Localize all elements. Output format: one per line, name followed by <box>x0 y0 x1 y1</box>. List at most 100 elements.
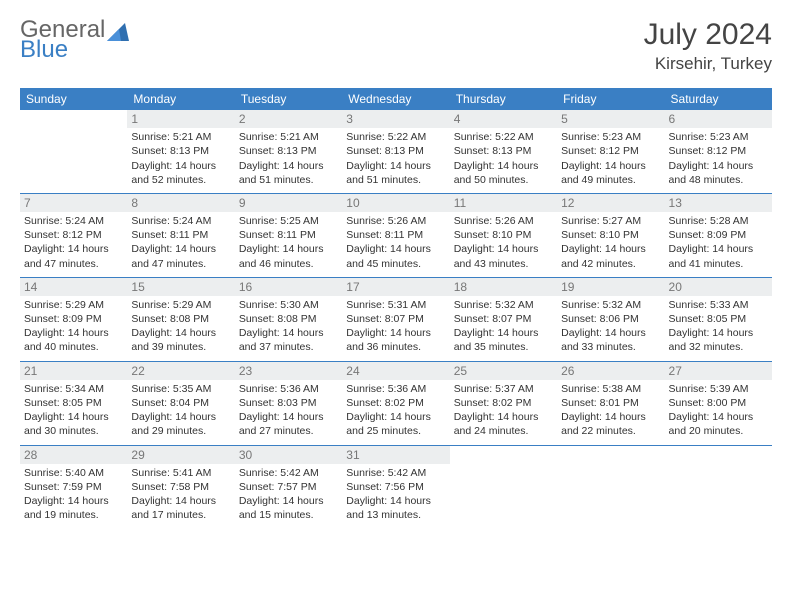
col-thursday: Thursday <box>450 88 557 110</box>
sunset-text: Sunset: 8:01 PM <box>561 396 660 410</box>
sunrise-text: Sunrise: 5:30 AM <box>239 298 338 312</box>
day-cell: 30Sunrise: 5:42 AMSunset: 7:57 PMDayligh… <box>235 445 342 528</box>
daylight2-text: and 35 minutes. <box>454 340 553 354</box>
sunrise-text: Sunrise: 5:29 AM <box>24 298 123 312</box>
daylight2-text: and 50 minutes. <box>454 173 553 187</box>
day-number: 20 <box>665 278 772 296</box>
sunrise-text: Sunrise: 5:40 AM <box>24 466 123 480</box>
sunset-text: Sunset: 8:07 PM <box>346 312 445 326</box>
sunset-text: Sunset: 8:12 PM <box>561 144 660 158</box>
logo-sail-icon <box>107 22 129 40</box>
sunset-text: Sunset: 8:10 PM <box>561 228 660 242</box>
daylight2-text: and 52 minutes. <box>131 173 230 187</box>
day-number: 29 <box>127 446 234 464</box>
day-cell: 27Sunrise: 5:39 AMSunset: 8:00 PMDayligh… <box>665 361 772 445</box>
daylight1-text: Daylight: 14 hours <box>561 326 660 340</box>
daylight1-text: Daylight: 14 hours <box>346 494 445 508</box>
col-monday: Monday <box>127 88 234 110</box>
sunrise-text: Sunrise: 5:36 AM <box>346 382 445 396</box>
sunset-text: Sunset: 8:11 PM <box>239 228 338 242</box>
col-wednesday: Wednesday <box>342 88 449 110</box>
sunset-text: Sunset: 8:10 PM <box>454 228 553 242</box>
day-number: 28 <box>20 446 127 464</box>
sunset-text: Sunset: 8:13 PM <box>131 144 230 158</box>
sunrise-text: Sunrise: 5:23 AM <box>669 130 768 144</box>
sunrise-text: Sunrise: 5:35 AM <box>131 382 230 396</box>
sunrise-text: Sunrise: 5:26 AM <box>346 214 445 228</box>
daylight1-text: Daylight: 14 hours <box>346 410 445 424</box>
sunrise-text: Sunrise: 5:38 AM <box>561 382 660 396</box>
day-number: 18 <box>450 278 557 296</box>
sunset-text: Sunset: 8:12 PM <box>24 228 123 242</box>
daylight1-text: Daylight: 14 hours <box>454 159 553 173</box>
week-row: 14Sunrise: 5:29 AMSunset: 8:09 PMDayligh… <box>20 277 772 361</box>
sunrise-text: Sunrise: 5:24 AM <box>24 214 123 228</box>
day-cell: 6Sunrise: 5:23 AMSunset: 8:12 PMDaylight… <box>665 110 772 193</box>
day-number: 16 <box>235 278 342 296</box>
daylight2-text: and 40 minutes. <box>24 340 123 354</box>
sunrise-text: Sunrise: 5:32 AM <box>454 298 553 312</box>
daylight1-text: Daylight: 14 hours <box>239 159 338 173</box>
day-number: 19 <box>557 278 664 296</box>
daylight2-text: and 39 minutes. <box>131 340 230 354</box>
sunrise-text: Sunrise: 5:29 AM <box>131 298 230 312</box>
sunrise-text: Sunrise: 5:21 AM <box>131 130 230 144</box>
day-cell: 19 Sunrise: 5:32 AMSunset: 8:06 PMDayligh… <box>557 277 664 361</box>
sunset-text: Sunset: 7:56 PM <box>346 480 445 494</box>
sunset-text: Sunset: 8:13 PM <box>454 144 553 158</box>
daylight2-text: and 20 minutes. <box>669 424 768 438</box>
sunset-text: Sunset: 8:13 PM <box>346 144 445 158</box>
daylight1-text: Daylight: 14 hours <box>239 326 338 340</box>
daylight2-text: and 13 minutes. <box>346 508 445 522</box>
day-cell <box>557 445 664 528</box>
daylight1-text: Daylight: 14 hours <box>669 410 768 424</box>
sunset-text: Sunset: 8:02 PM <box>454 396 553 410</box>
sunrise-text: Sunrise: 5:32 AM <box>561 298 660 312</box>
sunrise-text: Sunrise: 5:25 AM <box>239 214 338 228</box>
sunset-text: Sunset: 8:08 PM <box>239 312 338 326</box>
sunset-text: Sunset: 8:05 PM <box>669 312 768 326</box>
daylight2-text: and 29 minutes. <box>131 424 230 438</box>
day-number: 7 <box>20 194 127 212</box>
day-cell: 2Sunrise: 5:21 AMSunset: 8:13 PMDaylight… <box>235 110 342 193</box>
daylight1-text: Daylight: 14 hours <box>454 326 553 340</box>
daylight2-text: and 41 minutes. <box>669 257 768 271</box>
sunset-text: Sunset: 8:09 PM <box>24 312 123 326</box>
daylight1-text: Daylight: 14 hours <box>131 410 230 424</box>
day-cell: 26Sunrise: 5:38 AMSunset: 8:01 PMDayligh… <box>557 361 664 445</box>
day-cell: 8Sunrise: 5:24 AMSunset: 8:11 PMDaylight… <box>127 193 234 277</box>
daylight1-text: Daylight: 14 hours <box>131 242 230 256</box>
daylight2-text: and 46 minutes. <box>239 257 338 271</box>
sunrise-text: Sunrise: 5:39 AM <box>669 382 768 396</box>
col-tuesday: Tuesday <box>235 88 342 110</box>
day-number: 11 <box>450 194 557 212</box>
daylight1-text: Daylight: 14 hours <box>24 242 123 256</box>
sunset-text: Sunset: 8:07 PM <box>454 312 553 326</box>
day-cell: 1Sunrise: 5:21 AMSunset: 8:13 PMDaylight… <box>127 110 234 193</box>
sunrise-text: Sunrise: 5:23 AM <box>561 130 660 144</box>
sunrise-text: Sunrise: 5:37 AM <box>454 382 553 396</box>
day-number: 24 <box>342 362 449 380</box>
daylight2-text: and 43 minutes. <box>454 257 553 271</box>
sunrise-text: Sunrise: 5:26 AM <box>454 214 553 228</box>
sunrise-text: Sunrise: 5:22 AM <box>454 130 553 144</box>
sunset-text: Sunset: 8:02 PM <box>346 396 445 410</box>
daylight2-text: and 25 minutes. <box>346 424 445 438</box>
daylight2-text: and 42 minutes. <box>561 257 660 271</box>
col-sunday: Sunday <box>20 88 127 110</box>
day-cell <box>20 110 127 193</box>
day-number: 17 <box>342 278 449 296</box>
sunset-text: Sunset: 8:12 PM <box>669 144 768 158</box>
day-cell: 24 Sunrise: 5:36 AMSunset: 8:02 PMDayligh… <box>342 361 449 445</box>
sunset-text: Sunset: 8:06 PM <box>561 312 660 326</box>
sunset-text: Sunset: 8:04 PM <box>131 396 230 410</box>
sunrise-text: Sunrise: 5:42 AM <box>239 466 338 480</box>
day-cell: 13Sunrise: 5:28 AMSunset: 8:09 PMDayligh… <box>665 193 772 277</box>
day-cell: 11Sunrise: 5:26 AMSunset: 8:10 PMDayligh… <box>450 193 557 277</box>
daylight2-text: and 49 minutes. <box>561 173 660 187</box>
daylight2-text: and 33 minutes. <box>561 340 660 354</box>
month-title: July 2024 <box>644 18 772 52</box>
daylight1-text: Daylight: 14 hours <box>346 159 445 173</box>
daylight1-text: Daylight: 14 hours <box>669 159 768 173</box>
sunrise-text: Sunrise: 5:21 AM <box>239 130 338 144</box>
